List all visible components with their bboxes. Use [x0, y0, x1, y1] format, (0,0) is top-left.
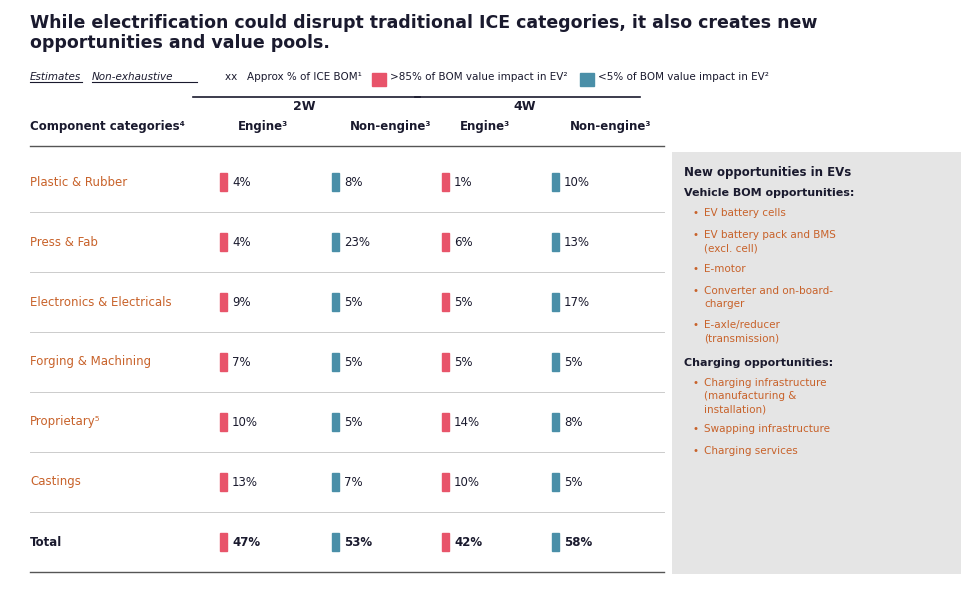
Text: While electrification could disrupt traditional ICE categories, it also creates : While electrification could disrupt trad… — [30, 14, 817, 32]
Text: 2W: 2W — [293, 100, 315, 113]
Text: •: • — [692, 446, 698, 456]
Bar — [220, 233, 227, 251]
Text: •: • — [692, 286, 698, 296]
Text: 8%: 8% — [564, 416, 582, 429]
Bar — [220, 293, 227, 311]
Text: •: • — [692, 264, 698, 274]
Bar — [672, 152, 961, 574]
Text: •: • — [692, 424, 698, 434]
Bar — [552, 173, 559, 191]
Text: >85% of BOM value impact in EV²: >85% of BOM value impact in EV² — [390, 72, 567, 82]
Bar — [442, 173, 449, 191]
Text: •: • — [692, 230, 698, 240]
Text: 14%: 14% — [454, 416, 480, 429]
Text: 4W: 4W — [514, 100, 536, 113]
Text: 5%: 5% — [454, 295, 472, 308]
Bar — [332, 413, 339, 431]
Text: 4%: 4% — [232, 175, 250, 188]
Text: 1%: 1% — [454, 175, 472, 188]
Text: EV battery pack and BMS
(excl. cell): EV battery pack and BMS (excl. cell) — [704, 230, 836, 253]
Bar — [332, 233, 339, 251]
Bar — [220, 473, 227, 491]
Bar — [552, 413, 559, 431]
Text: Component categories⁴: Component categories⁴ — [30, 120, 185, 133]
Text: 5%: 5% — [344, 416, 362, 429]
Text: E-axle/reducer
(transmission): E-axle/reducer (transmission) — [704, 320, 780, 343]
Text: •: • — [692, 378, 698, 388]
Bar — [552, 293, 559, 311]
Text: Proprietary⁵: Proprietary⁵ — [30, 416, 100, 429]
Bar — [552, 233, 559, 251]
Bar — [552, 533, 559, 551]
Bar — [220, 413, 227, 431]
Text: opportunities and value pools.: opportunities and value pools. — [30, 34, 329, 52]
Text: Electronics & Electricals: Electronics & Electricals — [30, 295, 172, 308]
Text: •: • — [692, 208, 698, 218]
Bar — [442, 233, 449, 251]
Bar — [552, 353, 559, 371]
Text: 10%: 10% — [454, 475, 480, 488]
Bar — [442, 413, 449, 431]
Text: Press & Fab: Press & Fab — [30, 236, 98, 249]
Text: Engine³: Engine³ — [238, 120, 288, 133]
Text: 8%: 8% — [344, 175, 362, 188]
Text: 23%: 23% — [344, 236, 370, 249]
Text: 5%: 5% — [454, 356, 472, 368]
Bar — [442, 293, 449, 311]
Text: Forging & Machining: Forging & Machining — [30, 356, 151, 368]
Text: 10%: 10% — [232, 416, 258, 429]
Bar — [332, 353, 339, 371]
Text: 10%: 10% — [564, 175, 590, 188]
Text: 5%: 5% — [564, 475, 582, 488]
Text: 13%: 13% — [232, 475, 258, 488]
Text: 7%: 7% — [232, 356, 250, 368]
Bar — [332, 533, 339, 551]
Bar — [220, 353, 227, 371]
Text: <5% of BOM value impact in EV²: <5% of BOM value impact in EV² — [598, 72, 769, 82]
Bar — [552, 473, 559, 491]
Text: 5%: 5% — [344, 295, 362, 308]
Text: Charging infrastructure
(manufacturing &
installation): Charging infrastructure (manufacturing &… — [704, 378, 827, 414]
Text: Converter and on-board-
charger: Converter and on-board- charger — [704, 286, 833, 309]
Text: 9%: 9% — [232, 295, 250, 308]
Text: Charging opportunities:: Charging opportunities: — [684, 358, 833, 368]
Text: Non-engine³: Non-engine³ — [350, 120, 432, 133]
Text: New opportunities in EVs: New opportunities in EVs — [684, 166, 851, 179]
Text: xx   Approx % of ICE BOM¹: xx Approx % of ICE BOM¹ — [225, 72, 362, 82]
Text: E-motor: E-motor — [704, 264, 746, 274]
Bar — [580, 73, 594, 86]
Text: Vehicle BOM opportunities:: Vehicle BOM opportunities: — [684, 188, 854, 198]
Text: 47%: 47% — [232, 536, 260, 549]
Text: Engine³: Engine³ — [460, 120, 510, 133]
Bar — [372, 73, 386, 86]
Bar — [332, 173, 339, 191]
Text: 42%: 42% — [454, 536, 482, 549]
Bar — [332, 473, 339, 491]
Text: 5%: 5% — [564, 356, 582, 368]
Text: 6%: 6% — [454, 236, 472, 249]
Text: 53%: 53% — [344, 536, 372, 549]
Text: Castings: Castings — [30, 475, 81, 488]
Text: 4%: 4% — [232, 236, 250, 249]
Bar — [442, 353, 449, 371]
Bar — [332, 293, 339, 311]
Bar — [220, 173, 227, 191]
Bar — [220, 533, 227, 551]
Text: 17%: 17% — [564, 295, 590, 308]
Text: 13%: 13% — [564, 236, 590, 249]
Text: EV battery cells: EV battery cells — [704, 208, 786, 218]
Text: 5%: 5% — [344, 356, 362, 368]
Text: Estimates: Estimates — [30, 72, 81, 82]
Text: Non-exhaustive: Non-exhaustive — [92, 72, 174, 82]
Text: Swapping infrastructure: Swapping infrastructure — [704, 424, 830, 434]
Text: Plastic & Rubber: Plastic & Rubber — [30, 175, 128, 188]
Bar — [442, 473, 449, 491]
Text: Charging services: Charging services — [704, 446, 798, 456]
Text: •: • — [692, 320, 698, 330]
Text: Total: Total — [30, 536, 62, 549]
Text: Non-engine³: Non-engine³ — [570, 120, 651, 133]
Text: 7%: 7% — [344, 475, 362, 488]
Text: 58%: 58% — [564, 536, 592, 549]
Bar — [442, 533, 449, 551]
